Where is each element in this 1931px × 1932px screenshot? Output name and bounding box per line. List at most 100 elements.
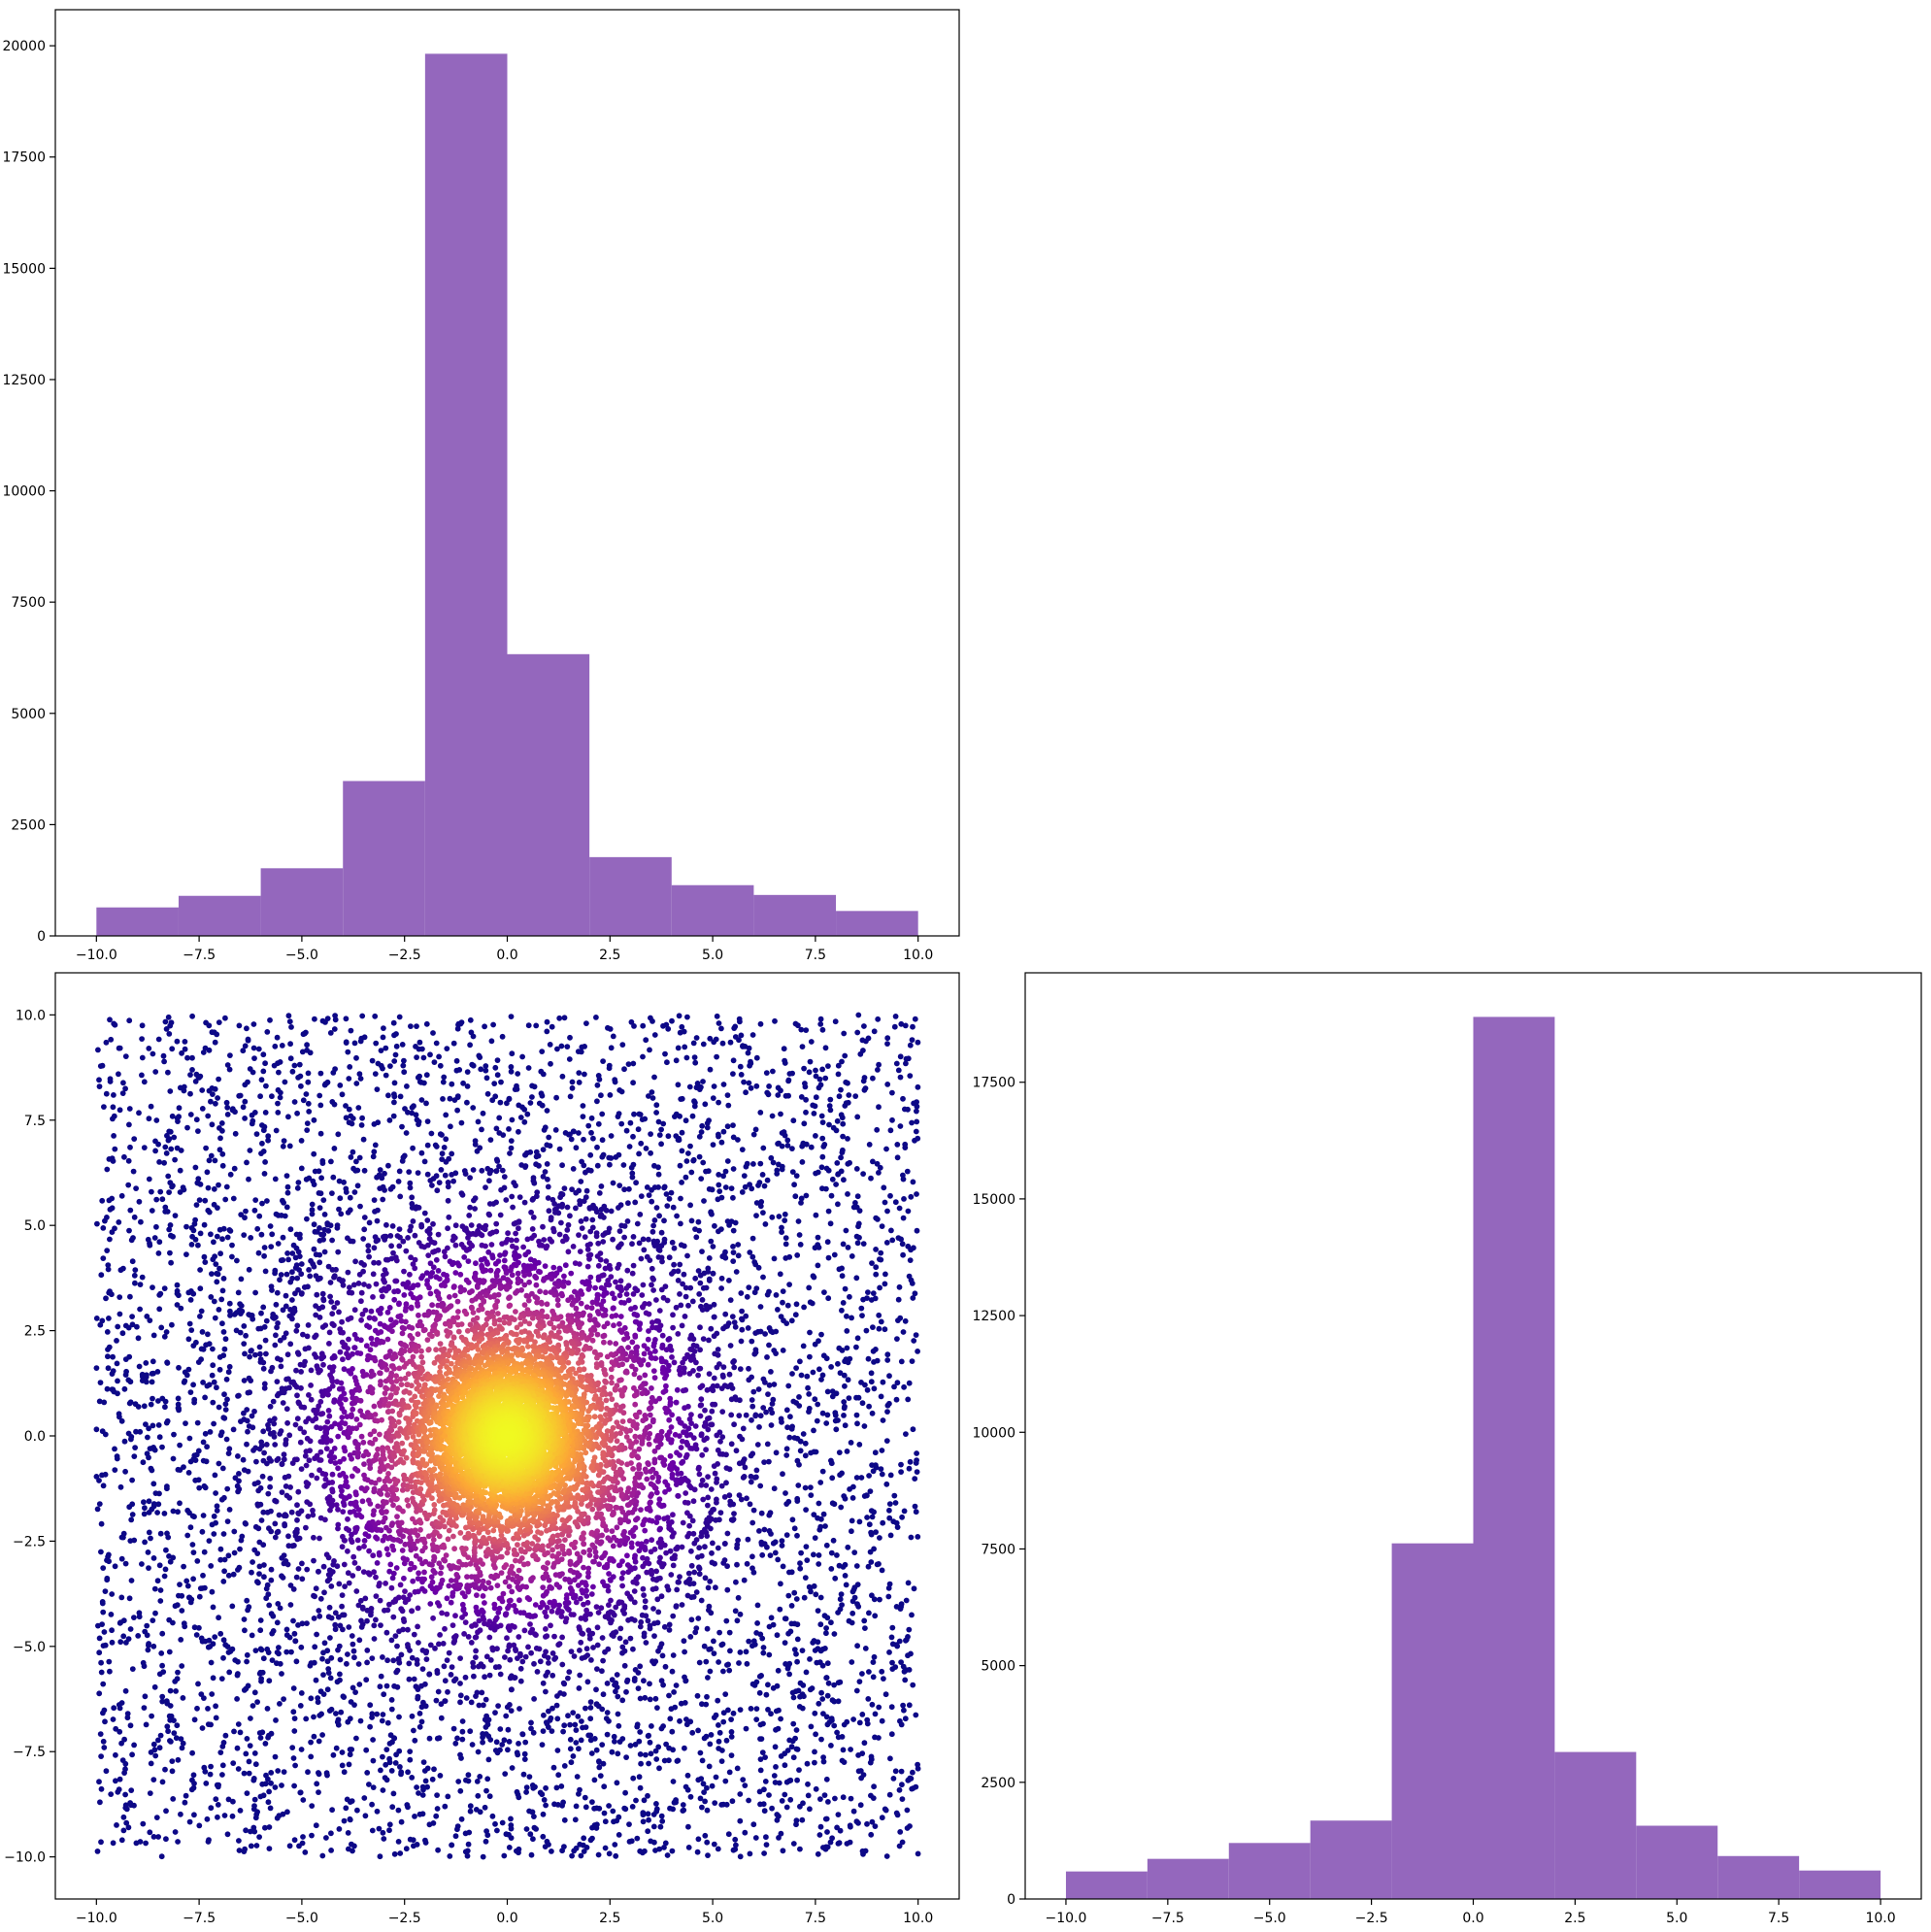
scatter-point xyxy=(748,1851,753,1857)
scatter-point xyxy=(490,1022,496,1028)
scatter-point xyxy=(236,1290,242,1296)
scatter-point xyxy=(302,1031,308,1037)
scatter-point xyxy=(397,1850,403,1856)
scatter-point xyxy=(272,1343,278,1349)
scatter-point xyxy=(99,1198,105,1204)
scatter-point xyxy=(268,1806,274,1812)
scatter-point xyxy=(136,1335,142,1341)
scatter-point xyxy=(405,1627,411,1633)
scatter-point xyxy=(598,1092,604,1098)
scatter-point xyxy=(284,1173,290,1179)
scatter-point xyxy=(649,1282,654,1288)
scatter-point xyxy=(322,1640,328,1646)
scatter-point xyxy=(292,1309,298,1315)
scatter-point xyxy=(484,1075,490,1081)
scatter-point xyxy=(110,1640,116,1646)
scatter-point xyxy=(530,1782,536,1788)
scatter-point xyxy=(886,1649,892,1655)
scatter-point xyxy=(104,1040,110,1046)
scatter-point xyxy=(900,1796,906,1802)
scatter-point xyxy=(752,1289,758,1295)
scatter-point xyxy=(766,1343,772,1349)
scatter-point xyxy=(268,1244,274,1249)
scatter-point xyxy=(196,1485,202,1491)
scatter-point xyxy=(267,1846,273,1851)
scatter-point xyxy=(273,1784,279,1790)
scatter-point xyxy=(879,1466,884,1472)
scatter-point xyxy=(177,1582,183,1587)
scatter-point xyxy=(500,1168,506,1174)
scatter-point xyxy=(726,1278,732,1283)
scatter-point xyxy=(189,1055,195,1061)
scatter-point xyxy=(607,1162,613,1168)
scatter-point xyxy=(730,1359,736,1365)
scatter-point xyxy=(833,1426,839,1432)
scatter-point xyxy=(516,1225,521,1231)
scatter-point xyxy=(524,1112,530,1117)
scatter-point xyxy=(786,1570,792,1576)
scatter-point xyxy=(784,1138,790,1144)
scatter-point xyxy=(381,1025,386,1031)
scatter-point xyxy=(242,1215,248,1220)
scatter-point xyxy=(178,1637,183,1643)
scatter-point xyxy=(565,1205,571,1211)
scatter-point xyxy=(655,1610,661,1616)
scatter-point xyxy=(278,1661,283,1667)
scatter-point xyxy=(677,1574,683,1580)
scatter-point xyxy=(356,1637,362,1643)
scatter-point xyxy=(841,1242,847,1248)
scatter-point xyxy=(438,1773,444,1779)
scatter-point xyxy=(824,1829,830,1835)
scatter-point xyxy=(795,1482,801,1488)
scatter-point xyxy=(212,1186,217,1192)
scatter-point xyxy=(306,1109,312,1115)
scatter-point xyxy=(887,1792,893,1798)
scatter-point xyxy=(881,1184,886,1190)
scatter-point xyxy=(242,1847,248,1852)
scatter-point xyxy=(643,1598,649,1604)
scatter-point xyxy=(323,1835,329,1841)
scatter-point xyxy=(659,1678,665,1683)
scatter-point xyxy=(637,1849,643,1854)
scatter-point xyxy=(130,1258,136,1264)
scatter-point xyxy=(873,1264,879,1270)
scatter-point xyxy=(899,1769,905,1775)
scatter-point xyxy=(550,1650,556,1656)
scatter-point xyxy=(642,1631,648,1637)
scatter-point xyxy=(840,1149,846,1155)
scatter-point xyxy=(867,1142,873,1148)
scatter-point xyxy=(254,1131,260,1137)
scatter-point xyxy=(412,1814,417,1819)
scatter-point xyxy=(781,1348,786,1353)
scatter-point xyxy=(101,1104,107,1110)
scatter-point xyxy=(454,1108,460,1114)
scatter-point xyxy=(242,1351,248,1357)
scatter-point xyxy=(252,1750,258,1756)
scatter-point xyxy=(797,1704,803,1710)
scatter-point xyxy=(427,1178,433,1183)
scatter-point xyxy=(235,1671,241,1677)
scatter-point xyxy=(287,1843,293,1849)
scatter-point xyxy=(470,1105,476,1111)
scatter-point xyxy=(750,1236,756,1242)
scatter-point xyxy=(283,1080,288,1085)
scatter-point xyxy=(652,1032,658,1038)
scatter-point xyxy=(200,1106,206,1112)
scatter-point xyxy=(907,1381,913,1386)
scatter-point xyxy=(412,1738,417,1744)
scatter-point xyxy=(785,1631,791,1637)
scatter-point xyxy=(221,1391,227,1397)
scatter-point xyxy=(221,1740,227,1746)
scatter-point xyxy=(580,1725,585,1731)
scatter-point xyxy=(284,1250,290,1256)
scatter-point xyxy=(817,1021,823,1027)
scatter-point xyxy=(647,1681,652,1686)
scatter-point xyxy=(811,1512,816,1517)
scatter-point xyxy=(676,1278,682,1283)
scatter-point xyxy=(749,1553,755,1559)
scatter-point xyxy=(902,1669,908,1675)
scatter-point xyxy=(615,1780,620,1785)
scatter-point xyxy=(117,1294,122,1300)
scatter-point xyxy=(722,1779,728,1784)
scatter-point xyxy=(265,1491,271,1497)
